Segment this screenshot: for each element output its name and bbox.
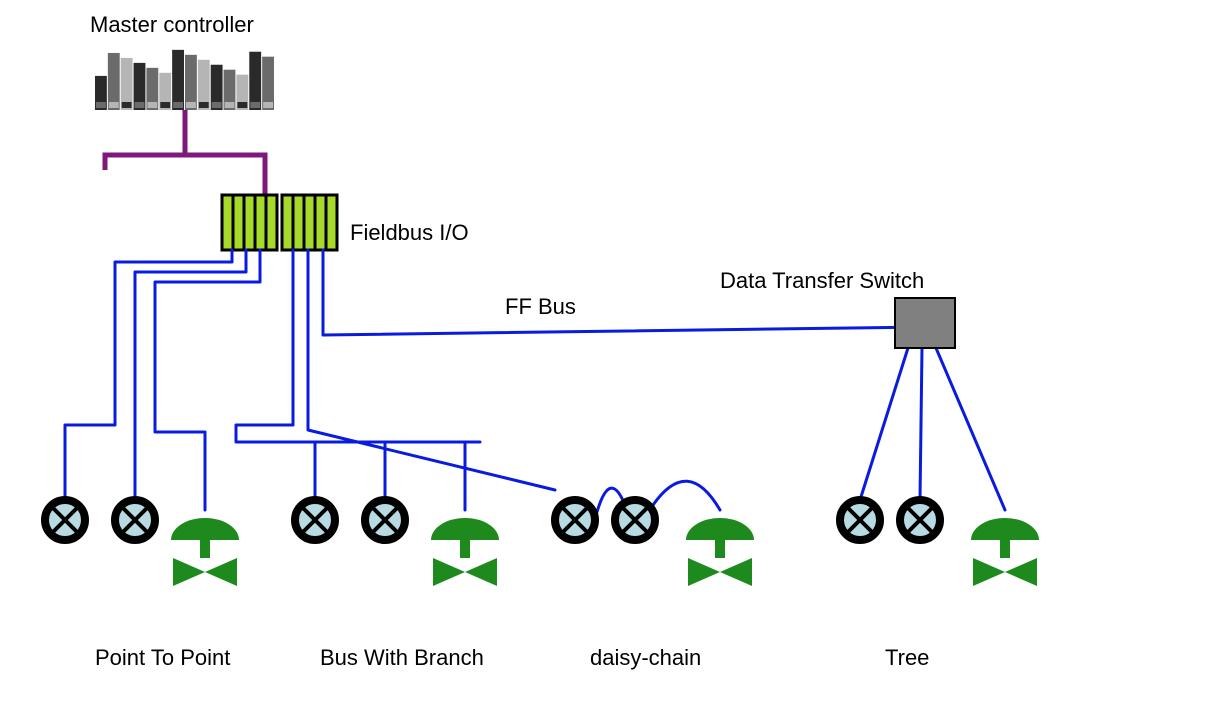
wire-daisy-arc2 — [653, 481, 720, 510]
wire-io-to-ptp-s2 — [135, 250, 246, 500]
wire-io-to-ptp-v — [155, 250, 260, 510]
diagram-canvas — [0, 0, 1208, 726]
sensor-daisy_s1 — [555, 500, 595, 540]
sensor-daisy_s2 — [615, 500, 655, 540]
sensor-tree_s1 — [840, 500, 880, 540]
wire-purple — [105, 110, 185, 170]
label-point-to-point: Point To Point — [95, 645, 230, 671]
wire-io-to-bwb-bus — [236, 250, 480, 442]
sensor-bwb_s2 — [365, 500, 405, 540]
valve-ptp_v — [171, 518, 239, 586]
sensor-bwb_s1 — [295, 500, 335, 540]
sensor-ptp_s2 — [115, 500, 155, 540]
valve-daisy_v — [686, 518, 754, 586]
label-fieldbus-io: Fieldbus I/O — [350, 220, 469, 246]
wire-io-to-ptp-s1 — [65, 250, 232, 500]
wire-switch-to-tree1 — [860, 348, 908, 500]
label-ff-bus: FF Bus — [505, 294, 576, 320]
wire-purple — [185, 110, 265, 195]
sensor-tree_s2 — [900, 500, 940, 540]
sensor-ptp_s1 — [45, 500, 85, 540]
master-controller-icon — [95, 50, 274, 110]
data-transfer-switch-icon — [895, 298, 955, 348]
wire-switch-to-tree3 — [936, 348, 1005, 510]
label-tree: Tree — [885, 645, 929, 671]
label-data-transfer-switch: Data Transfer Switch — [720, 268, 924, 294]
valve-tree_v — [971, 518, 1039, 586]
label-daisy-chain: daisy-chain — [590, 645, 701, 671]
fieldbus-io-module — [222, 195, 277, 250]
label-master-controller: Master controller — [90, 12, 254, 38]
label-bus-with-branch: Bus With Branch — [320, 645, 484, 671]
valve-bwb_v — [431, 518, 499, 586]
wire-io-to-daisy — [308, 250, 555, 490]
fieldbus-io-module — [282, 195, 337, 250]
wire-switch-to-tree2 — [920, 348, 922, 500]
